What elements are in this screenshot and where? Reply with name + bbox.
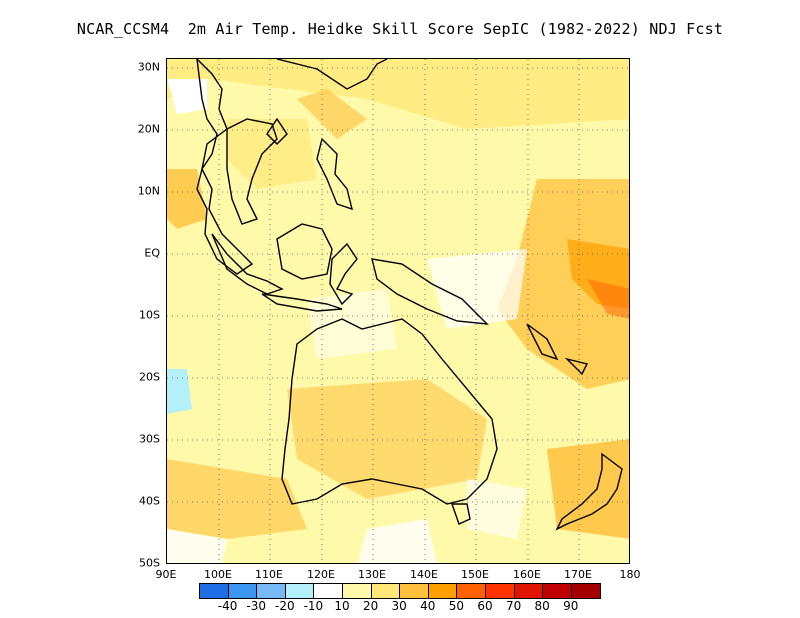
colorbar-swatch bbox=[257, 584, 286, 598]
lat-label-30s: 30S bbox=[139, 432, 160, 446]
colorbar-tick-label: 50 bbox=[448, 599, 465, 613]
coast-china bbox=[276, 59, 388, 90]
colorbar-tick-label: 80 bbox=[534, 599, 550, 613]
colorbar-swatch bbox=[228, 584, 258, 598]
coast-vanuatu bbox=[526, 323, 559, 361]
skill-shading bbox=[167, 59, 629, 563]
lon-label-150e: 150E bbox=[461, 568, 489, 581]
colorbar-swatch bbox=[314, 584, 343, 598]
colorbar-swatch bbox=[428, 584, 458, 598]
colorbar-tick-label: 60 bbox=[477, 599, 493, 613]
coast-fiji bbox=[564, 357, 589, 376]
lon-label-100e: 100E bbox=[204, 568, 232, 581]
colorbar-tick-label: 20 bbox=[362, 599, 379, 613]
coast-java bbox=[261, 293, 343, 312]
colorbar-tick-label: -20 bbox=[274, 599, 295, 613]
colorbar-tick-label: 90 bbox=[563, 599, 579, 613]
coast-new-guinea bbox=[371, 258, 489, 325]
lon-label-180: 180 bbox=[619, 568, 641, 581]
coast-vietnam bbox=[226, 118, 278, 225]
colorbar-tick-label: 70 bbox=[505, 599, 522, 613]
lon-label-110e: 110E bbox=[255, 568, 283, 581]
colorbar-swatch bbox=[285, 584, 315, 598]
lat-label-20n: 20N bbox=[137, 122, 160, 136]
lat-label-eq: EQ bbox=[144, 246, 160, 260]
lon-label-160e: 160E bbox=[513, 568, 541, 581]
colorbar-swatch bbox=[514, 584, 544, 598]
lat-label-10n: 10N bbox=[137, 184, 160, 198]
coast-sulawesi bbox=[329, 242, 358, 306]
coastlines bbox=[196, 59, 623, 531]
skill-score-map bbox=[167, 59, 629, 563]
lat-label-20s: 20S bbox=[139, 370, 160, 384]
lon-label-140e: 140E bbox=[410, 568, 438, 581]
coast-tasmania bbox=[451, 503, 471, 525]
map-panel bbox=[166, 58, 630, 564]
lon-label-130e: 130E bbox=[358, 568, 386, 581]
colorbar-swatch bbox=[543, 584, 572, 598]
colorbar-legend bbox=[199, 583, 602, 599]
colorbar-swatch bbox=[200, 584, 229, 598]
lat-label-50s: 50S bbox=[139, 556, 160, 570]
colorbar-swatch bbox=[400, 584, 429, 598]
lon-label-170e: 170E bbox=[564, 568, 592, 581]
coast-indochina bbox=[196, 59, 254, 275]
coast-borneo bbox=[276, 223, 333, 280]
colorbar-swatch bbox=[485, 584, 515, 598]
colorbar-tick-label: 30 bbox=[391, 599, 407, 613]
colorbar-swatch bbox=[457, 584, 486, 598]
lon-label-90e: 90E bbox=[155, 568, 177, 581]
coast-new-zealand bbox=[555, 452, 623, 531]
coast-australia bbox=[281, 318, 498, 505]
lat-label-10s: 10S bbox=[139, 308, 160, 322]
colorbar-tick-label: 10 bbox=[334, 599, 350, 613]
colorbar-tick-label: -10 bbox=[303, 599, 324, 613]
lon-label-120e: 120E bbox=[307, 568, 335, 581]
colorbar-swatch bbox=[342, 584, 372, 598]
colorbar-tick-label: -30 bbox=[246, 599, 266, 613]
colorbar-swatch bbox=[571, 584, 601, 598]
coast-sumatra bbox=[211, 233, 284, 295]
lat-label-30n: 30N bbox=[137, 60, 160, 74]
colorbar bbox=[199, 583, 602, 599]
colorbar-tick-label: -40 bbox=[217, 599, 238, 613]
lat-label-40s: 40S bbox=[139, 494, 160, 508]
colorbar-swatch bbox=[371, 584, 401, 598]
coast-philippines bbox=[316, 137, 353, 211]
colorbar-tick-label: 40 bbox=[420, 599, 436, 613]
map-title: NCAR_CCSM4 2m Air Temp. Heidke Skill Sco… bbox=[76, 20, 724, 38]
